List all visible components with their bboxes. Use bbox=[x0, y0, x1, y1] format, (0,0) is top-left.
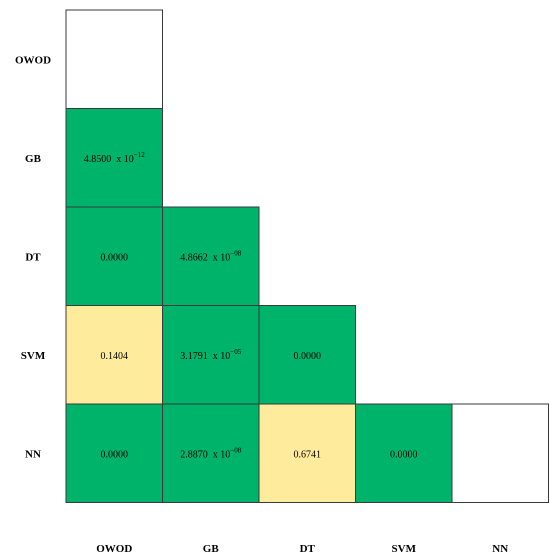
cell-dt-owod: 0.0000 bbox=[65, 206, 163, 306]
cell-value: 0.0000 bbox=[294, 351, 322, 362]
cell-svm-gb: 3.1791 x 10−05 bbox=[162, 305, 260, 405]
cell-rect bbox=[65, 108, 163, 208]
column-labels: OWOD GB DT SVM NN bbox=[96, 543, 508, 555]
cell-value: 0.6741 bbox=[294, 449, 322, 460]
matrix-cells: 4.8500 x 10−12 0.0000 4.8662 x 10−08 0.1404… bbox=[65, 9, 549, 503]
cell-value: 2.8870 x 10−08 bbox=[180, 446, 241, 460]
cell-nn-dt: 0.6741 bbox=[258, 403, 356, 503]
col-label-svm: SVM bbox=[392, 543, 417, 555]
cell-rect bbox=[355, 403, 453, 503]
cell-value: 0.0000 bbox=[101, 449, 129, 460]
row-label-dt: DT bbox=[25, 251, 41, 263]
cell-value: 0.1404 bbox=[101, 351, 129, 362]
cell-nn-owod: 0.0000 bbox=[65, 403, 163, 503]
cell-rect bbox=[65, 305, 163, 405]
cell-svm-owod: 0.1404 bbox=[65, 305, 163, 405]
row-label-gb: GB bbox=[25, 153, 42, 165]
cell-nn-nn bbox=[451, 403, 549, 503]
row-label-nn: NN bbox=[25, 448, 41, 460]
row-labels: OWOD GB DT SVM NN bbox=[15, 54, 51, 460]
cell-nn-svm: 0.0000 bbox=[355, 403, 453, 503]
col-label-nn: NN bbox=[492, 543, 508, 555]
col-label-gb: GB bbox=[203, 543, 220, 555]
cell-rect bbox=[65, 403, 163, 503]
cell-rect bbox=[258, 403, 356, 503]
cell-rect bbox=[65, 206, 163, 306]
cell-value: 3.1791 x 10−05 bbox=[180, 348, 241, 362]
cell-nn-gb: 2.8870 x 10−08 bbox=[162, 403, 260, 503]
cell-rect bbox=[162, 403, 260, 503]
col-label-owod: OWOD bbox=[96, 543, 132, 555]
cell-value: 4.8662 x 10−08 bbox=[180, 249, 241, 263]
cell-rect bbox=[451, 403, 549, 503]
cell-owod-owod bbox=[65, 9, 163, 109]
cell-gb-owod: 4.8500 x 10−12 bbox=[65, 108, 163, 208]
row-label-svm: SVM bbox=[21, 350, 46, 362]
cell-rect bbox=[65, 9, 163, 109]
cell-value: 0.0000 bbox=[390, 449, 418, 460]
row-label-owod: OWOD bbox=[15, 54, 51, 66]
cell-svm-dt: 0.0000 bbox=[258, 305, 356, 405]
cell-value: 4.8500 x 10−12 bbox=[84, 151, 145, 165]
col-label-dt: DT bbox=[300, 543, 316, 555]
cell-dt-gb: 4.8662 x 10−08 bbox=[162, 206, 260, 306]
cell-value: 0.0000 bbox=[101, 252, 129, 263]
